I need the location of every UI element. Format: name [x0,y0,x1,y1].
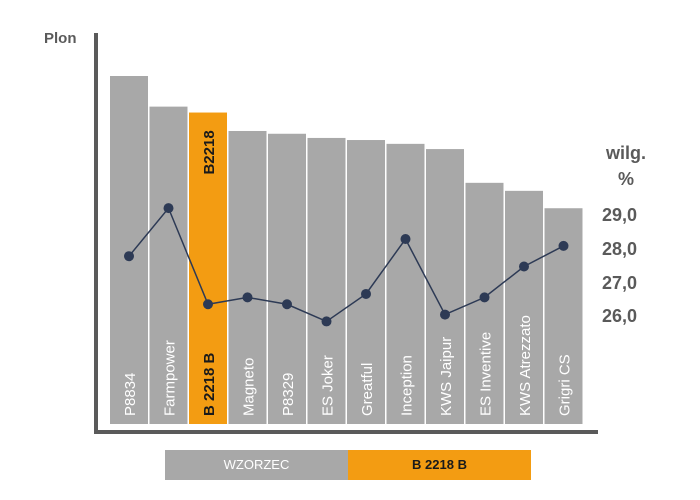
series-point [440,309,450,320]
series-point [242,292,253,303]
y2-tick-label: 28,0 [602,239,638,259]
series-point [558,240,569,251]
y2-axis-label-line1: wilg. [606,143,646,163]
series-point [282,299,292,310]
series-point [163,203,174,214]
axes-group [94,33,598,434]
bar [307,137,346,424]
series-point [361,288,371,299]
category-label: Greatful [359,363,376,416]
category-label: P8329 [280,373,297,416]
category-label: ES Inventive [478,332,495,416]
y2-tick-label: 27,0 [602,273,638,293]
y2-tick-label: 26,0 [602,306,638,326]
series-point [400,234,411,245]
bar [505,190,543,424]
bar [386,143,425,425]
y-axis-label: Plon [44,30,77,47]
series-point [321,316,332,327]
bar-labels-group: P8834 Farmpower B 2218 B B2218 Magneto P8329 E… [122,130,574,416]
category-label: ES Joker [320,355,337,416]
series-point [479,292,490,303]
highlight-bar-label: B2218 [201,130,218,174]
category-label: Inception [399,355,416,416]
series-point [124,251,134,262]
y2-axis-label-line2: % [617,169,634,189]
legend-item-wzorzec: WZORZEC [165,450,348,480]
y2-tick-label: 29,0 [602,205,638,225]
series-point [203,299,213,310]
category-label: Magneto [241,358,258,416]
y2-axis-label: wilg. % [598,140,654,192]
category-label: Farmpower [162,340,179,416]
line-series-group [124,203,569,327]
category-label: B 2218 B [201,352,218,416]
legend-item-b2218b: B 2218 B [348,450,531,480]
bar [110,76,148,424]
bar [426,149,464,424]
category-label: Grigri CS [557,354,574,416]
bar [268,133,306,424]
series-point [519,261,529,272]
bars-group [110,76,583,425]
bar [149,106,188,425]
category-label: P8834 [122,373,139,416]
bar [347,140,385,425]
bar-highlight [189,112,227,424]
series-line [128,206,564,323]
category-label: KWS Jaipur [438,337,455,416]
bar [228,130,267,424]
category-label: KWS Atrezzato [517,315,534,416]
